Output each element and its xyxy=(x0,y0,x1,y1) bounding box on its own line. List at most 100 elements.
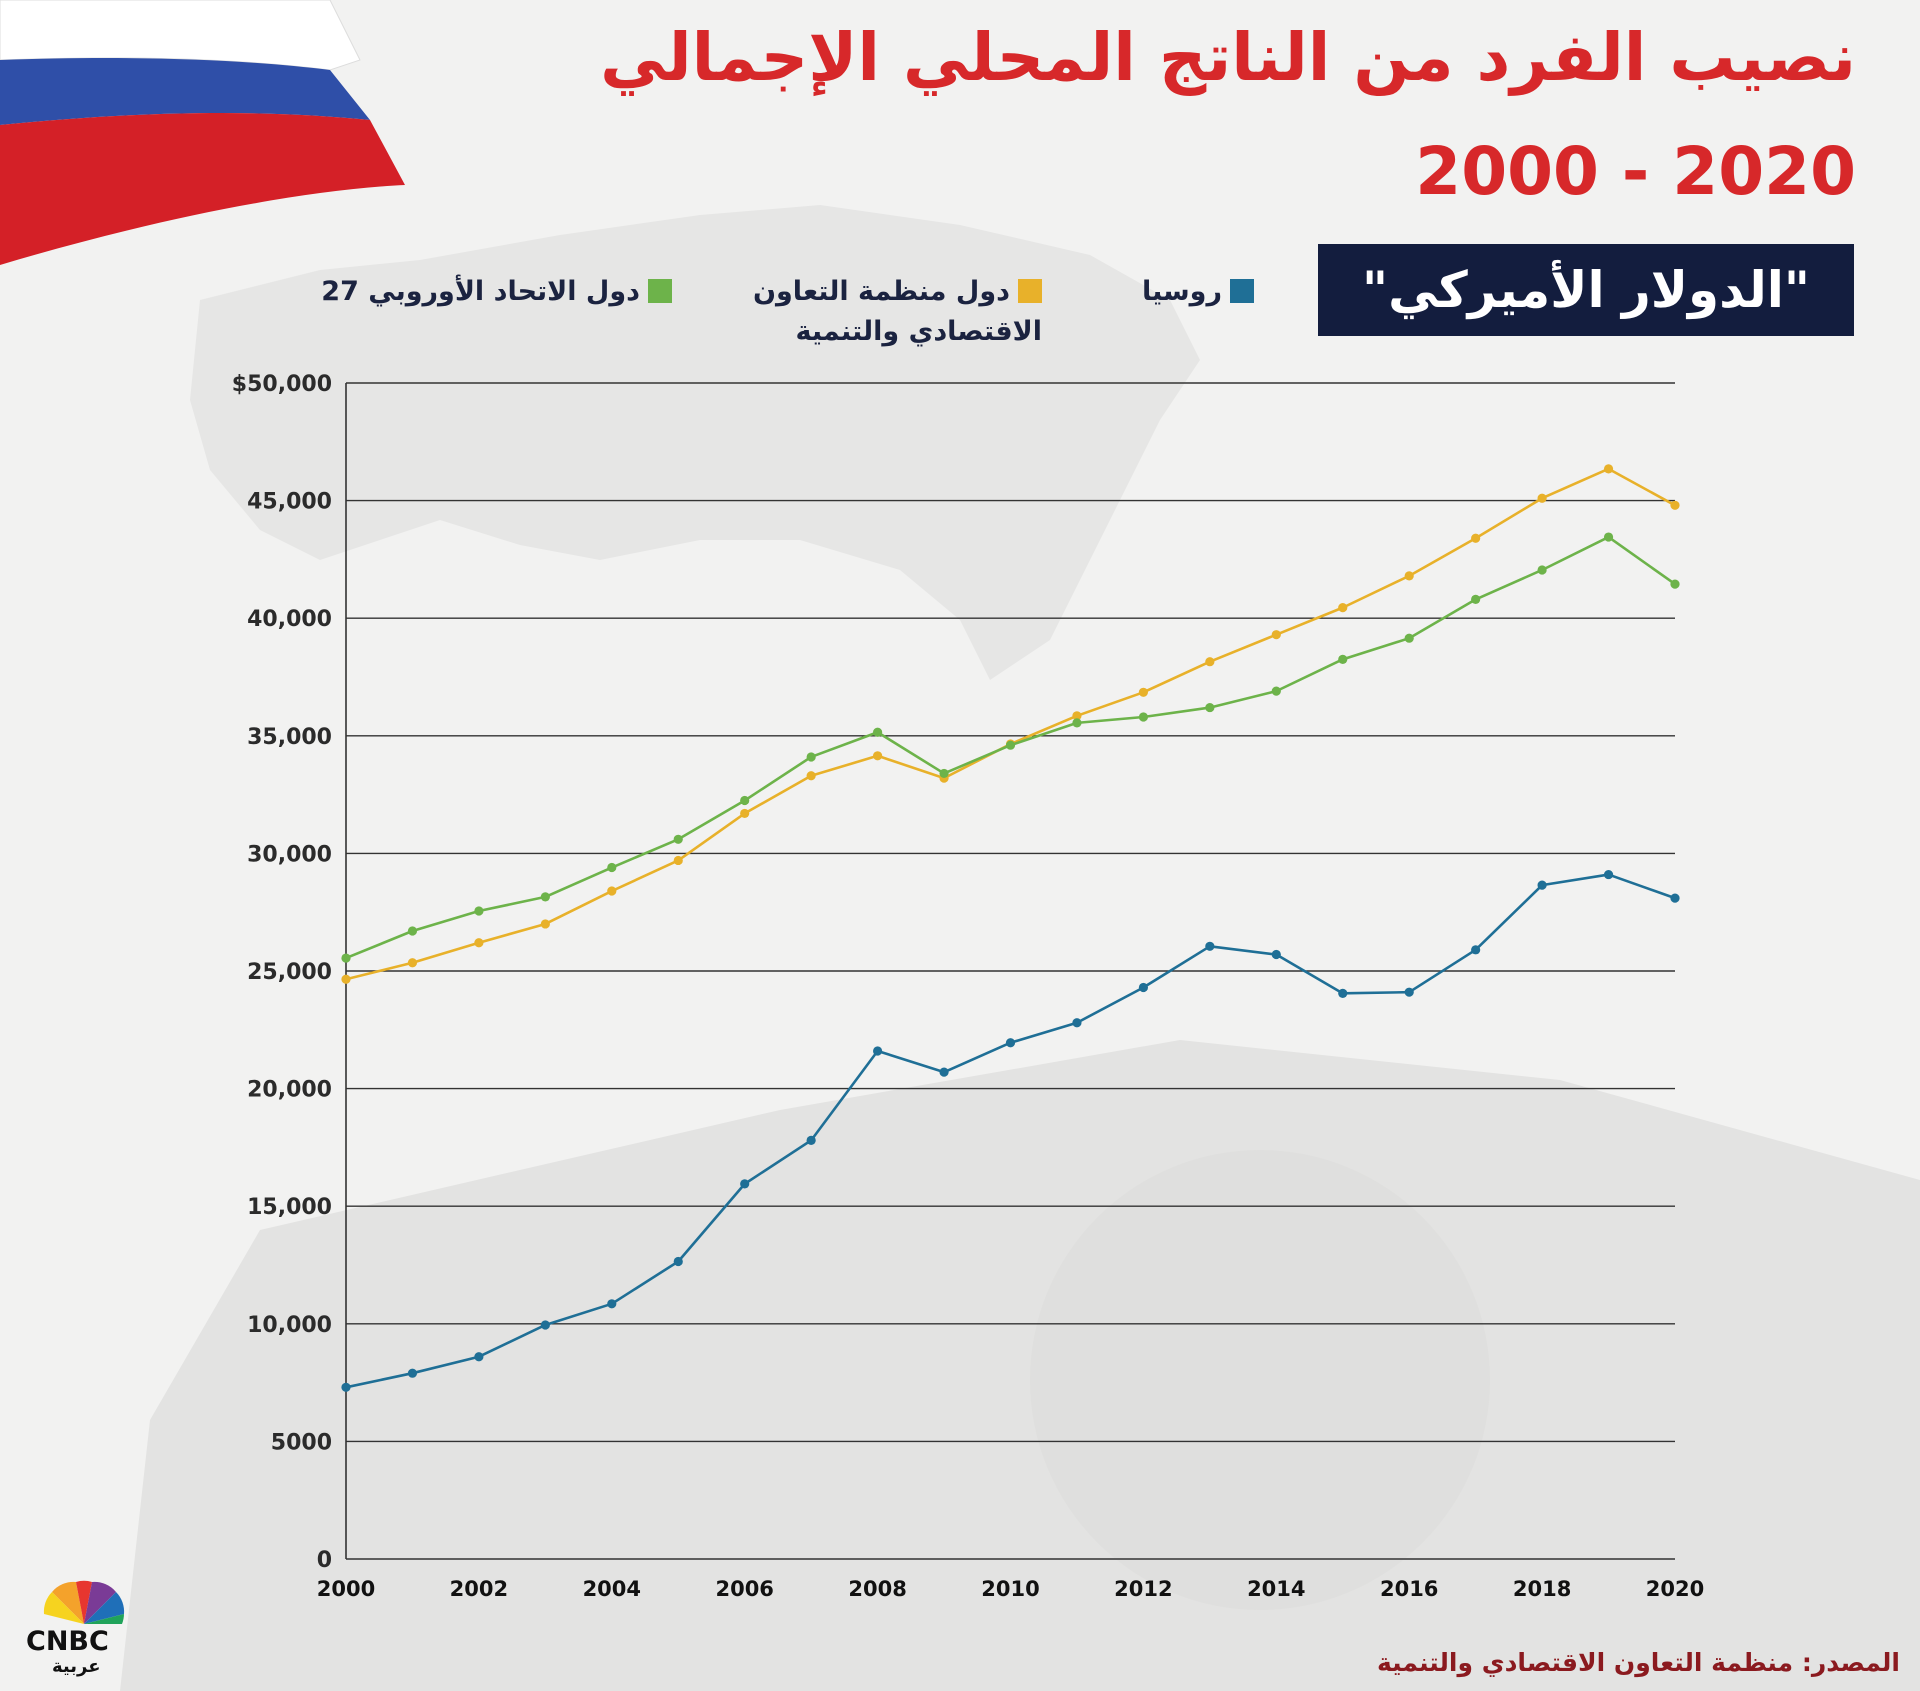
data-point-eu xyxy=(1271,686,1281,696)
data-point-eu xyxy=(806,752,816,762)
legend-swatch-russia xyxy=(1230,279,1254,303)
x-tick-label: 2020 xyxy=(1646,1577,1704,1601)
legend-swatch-eu xyxy=(648,279,672,303)
data-point-eu xyxy=(1603,532,1614,542)
russian-flag xyxy=(0,0,405,266)
legend-eu: دول الاتحاد الأوروبي 27 xyxy=(321,272,672,312)
unit-label: "الدولار الأميركي" xyxy=(1318,244,1854,336)
data-point-eu xyxy=(540,892,550,902)
source-note: المصدر: منظمة التعاون الاقتصادي والتنمية xyxy=(1376,1648,1900,1677)
data-point-eu xyxy=(474,906,484,916)
map-silhouette xyxy=(190,205,1200,680)
y-axis-ticks: 0 5000 10,000 15,000 20,000 25,000 30,000 35,00… xyxy=(232,372,332,1573)
series-lines xyxy=(341,464,1680,1392)
data-point-oecd xyxy=(673,855,683,866)
data-point-oecd xyxy=(1338,603,1348,613)
x-tick-label: 2002 xyxy=(450,1577,508,1601)
legend-label-eu: دول الاتحاد الأوروبي 27 xyxy=(321,276,640,307)
data-point-russia xyxy=(1471,945,1481,955)
data-point-oecd xyxy=(1072,711,1082,721)
data-point-russia xyxy=(1005,1038,1016,1048)
data-point-russia xyxy=(1537,880,1547,890)
data-point-oecd xyxy=(540,919,550,929)
chart-title: نصيب الفرد من الناتج المحلي الإجمالي xyxy=(600,19,1856,96)
data-point-russia xyxy=(341,1382,351,1392)
data-point-russia xyxy=(806,1135,816,1145)
data-point-russia xyxy=(540,1320,550,1330)
data-point-russia xyxy=(873,1046,883,1056)
x-tick-label: 2012 xyxy=(1114,1577,1172,1601)
data-point-eu xyxy=(673,834,683,844)
cnbc-peacock-icon xyxy=(43,1580,125,1624)
legend-label-russia: روسيا xyxy=(1141,276,1222,307)
data-point-russia xyxy=(1271,949,1281,960)
data-point-russia xyxy=(1072,1018,1082,1028)
data-point-oecd xyxy=(407,958,418,968)
data-point-russia xyxy=(939,1067,949,1077)
y-tick-label: 30,000 xyxy=(247,842,332,867)
data-point-russia xyxy=(1670,893,1680,903)
x-tick-label: 2018 xyxy=(1513,1577,1571,1601)
y-tick-label: 35,000 xyxy=(247,725,332,750)
data-point-russia xyxy=(474,1352,484,1362)
cnbc-logo-text: CNBC xyxy=(26,1626,109,1657)
data-point-oecd xyxy=(1138,687,1148,697)
data-point-eu xyxy=(341,953,351,963)
data-point-eu xyxy=(607,862,617,873)
data-point-russia xyxy=(407,1368,418,1378)
x-tick-label: 2006 xyxy=(715,1577,773,1601)
data-point-russia xyxy=(1338,988,1348,998)
x-tick-label: 2014 xyxy=(1247,1577,1305,1601)
x-tick-label: 2004 xyxy=(583,1577,641,1601)
data-point-eu xyxy=(1670,579,1680,589)
data-point-eu xyxy=(1072,718,1082,728)
data-point-russia xyxy=(1205,941,1215,951)
data-point-eu xyxy=(873,727,883,737)
y-tick-label: $50,000 xyxy=(232,372,332,397)
data-point-oecd xyxy=(740,808,750,819)
series-russia xyxy=(341,869,1680,1392)
series-oecd xyxy=(341,464,1680,984)
data-point-oecd xyxy=(1670,500,1680,510)
data-point-eu xyxy=(1205,702,1215,713)
data-point-eu xyxy=(1404,633,1414,643)
data-point-eu xyxy=(1537,565,1547,575)
data-point-oecd xyxy=(1603,464,1614,474)
data-point-russia xyxy=(1603,869,1614,880)
y-tick-label: 40,000 xyxy=(247,607,332,632)
data-point-eu xyxy=(407,926,418,936)
y-tick-label: 25,000 xyxy=(247,960,332,985)
data-point-eu xyxy=(740,795,750,806)
data-point-oecd xyxy=(1271,630,1281,640)
data-point-oecd xyxy=(873,751,883,761)
data-point-oecd xyxy=(1404,571,1414,581)
chart-subtitle-years: 2000 - 2020 xyxy=(1415,133,1856,210)
y-tick-label: 45,000 xyxy=(247,490,332,515)
series-line-oecd xyxy=(345,467,1676,981)
grid-lines xyxy=(345,382,1675,1560)
data-point-eu xyxy=(939,768,949,779)
series-eu xyxy=(341,532,1680,963)
data-point-oecd xyxy=(341,974,351,984)
data-point-eu xyxy=(1005,740,1016,750)
data-point-russia xyxy=(673,1256,683,1267)
x-tick-label: 2008 xyxy=(848,1577,906,1601)
legend-label-oecd: دول منظمة التعاون الاقتصادي والتنمية xyxy=(752,276,1042,347)
data-point-russia xyxy=(1404,987,1414,997)
data-point-oecd xyxy=(806,771,816,781)
y-tick-label: 5000 xyxy=(271,1430,332,1455)
cnbc-logo-arabic: عربية xyxy=(52,1656,101,1677)
data-point-eu xyxy=(1138,712,1148,722)
data-point-russia xyxy=(607,1299,617,1309)
x-tick-label: 2016 xyxy=(1380,1577,1438,1601)
data-point-russia xyxy=(1138,982,1148,993)
banknote-shape xyxy=(120,1040,1920,1691)
data-point-eu xyxy=(1471,594,1481,604)
legend-swatch-oecd xyxy=(1018,279,1042,303)
y-tick-label: 0 xyxy=(317,1548,332,1573)
x-tick-label: 2010 xyxy=(981,1577,1039,1601)
legend-oecd: دول منظمة التعاون الاقتصادي والتنمية xyxy=(742,272,1042,352)
y-tick-label: 20,000 xyxy=(247,1078,332,1103)
data-point-oecd xyxy=(607,886,617,896)
